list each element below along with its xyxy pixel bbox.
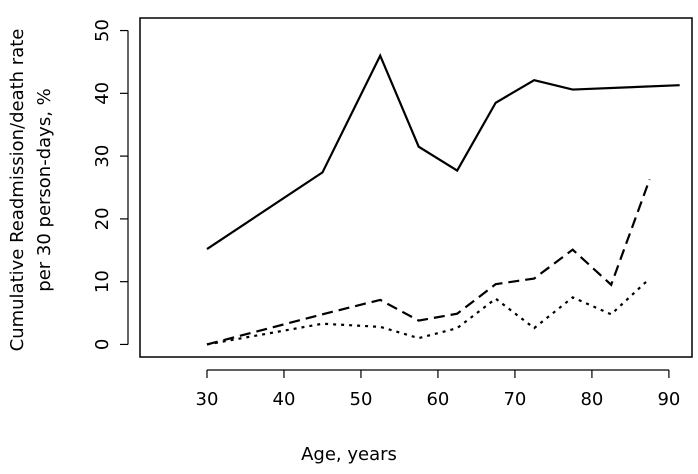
y-tick-label: 0 — [92, 339, 113, 350]
y-tick-label: 20 — [92, 207, 113, 230]
plot-frame — [139, 17, 693, 358]
y-tick-label: 30 — [92, 145, 113, 168]
x-axis-label: Age, years — [301, 444, 397, 465]
x-tick-label: 90 — [657, 389, 680, 410]
x-tick-label: 60 — [426, 389, 449, 410]
y-tick-label: 40 — [92, 82, 113, 105]
x-tick-label: 70 — [503, 389, 526, 410]
x-tick-label: 50 — [350, 389, 373, 410]
y-tick-label: 10 — [92, 270, 113, 293]
x-tick-label: 30 — [196, 389, 219, 410]
data-line — [206, 53, 680, 250]
y-tick-label: 50 — [92, 19, 113, 42]
y-axis-label: Cumulative Readmission/death rate — [7, 29, 28, 352]
x-tick-label: 80 — [580, 389, 603, 410]
x-tick-label: 40 — [273, 389, 296, 410]
y-axis-label: per 30 person-days, % — [34, 88, 55, 291]
data-line — [206, 277, 651, 346]
